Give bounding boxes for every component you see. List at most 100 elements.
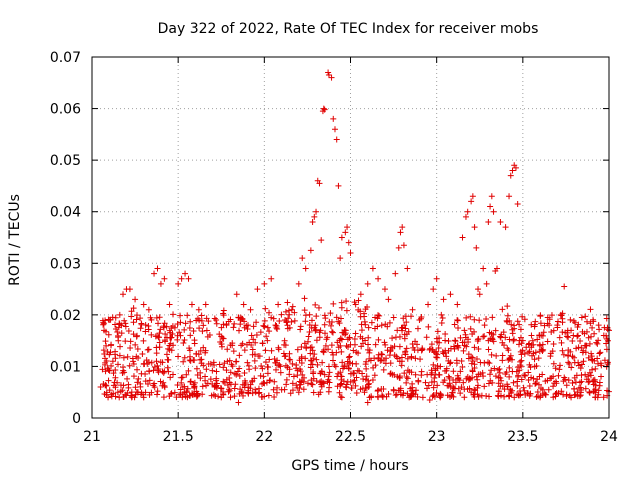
data-point [309,381,316,388]
data-point [312,322,319,329]
data-point [492,373,499,380]
data-point [241,324,248,331]
data-point [413,387,420,394]
data-point [133,333,140,340]
y-tick-label: 0.02 [50,308,81,324]
data-point [486,393,493,400]
data-point [179,394,186,401]
data-point [535,381,542,388]
data-point [254,286,261,293]
data-point [378,351,385,358]
data-point [548,312,555,319]
data-point [462,331,469,338]
data-point [587,320,594,327]
data-point [303,345,310,352]
data-point [301,295,308,302]
y-axis-tick-labels: 0 0.01 0.02 0.03 0.04 0.05 0.06 0.07 [50,50,81,427]
data-point [471,344,478,351]
data-point [567,348,574,355]
data-point [153,344,160,351]
data-point [281,353,288,360]
data-point [521,316,528,323]
data-point [347,249,354,256]
data-point [226,387,233,394]
data-point [537,393,544,400]
data-point [178,374,185,381]
data-point [236,365,243,372]
data-point [250,323,257,330]
data-point [533,363,540,370]
data-point [528,374,535,381]
data-point [553,380,560,387]
data-point [435,345,442,351]
data-point [236,352,243,359]
data-point [179,391,186,398]
data-point [382,360,389,367]
data-point [382,341,389,348]
data-point [231,370,238,377]
data-point [318,237,325,244]
data-point [160,394,167,401]
data-point [133,353,140,360]
data-point [302,265,309,272]
data-point [433,275,440,282]
data-point [286,311,293,318]
data-point [218,343,225,350]
data-point [117,388,124,395]
data-point [370,364,377,371]
data-point [431,375,438,382]
data-point [200,344,207,351]
data-point [313,356,320,363]
data-point [554,324,561,331]
data-point [434,382,441,389]
data-point [263,333,270,340]
data-point [403,379,410,386]
data-point [157,378,164,385]
data-point [555,372,562,379]
data-point [413,341,420,348]
data-point [350,370,357,377]
data-point [326,369,333,376]
data-point [329,357,336,364]
data-point [289,380,296,387]
y-axis-label: ROTI / TECUs [7,194,23,286]
data-point [203,366,210,373]
data-point [592,365,599,372]
data-point [110,370,117,377]
data-point [587,306,594,313]
data-point [193,350,200,357]
data-point [142,328,149,335]
data-point [213,368,220,375]
data-point [154,265,161,272]
data-point [535,355,542,362]
data-point [582,349,589,356]
data-point [374,323,381,330]
data-point [260,322,267,329]
data-point [347,378,354,385]
data-point [555,390,562,397]
data-point [321,371,328,378]
data-point [480,333,487,340]
data-point [381,286,388,293]
data-point [493,265,500,272]
data-point [156,339,163,346]
data-point [333,314,340,321]
data-point [273,323,280,330]
data-point [374,393,381,400]
data-point [517,358,524,365]
data-point [438,311,445,318]
data-point [440,296,447,303]
data-point [362,321,369,328]
data-point [361,389,368,396]
data-point [261,317,268,324]
data-point [137,315,144,322]
data-point [270,315,277,322]
data-point [539,386,546,393]
data-point [446,360,453,367]
data-point [153,314,160,321]
data-point [275,346,282,353]
data-point [342,330,349,337]
data-point [428,379,435,386]
data-point [334,373,341,380]
data-point [162,338,169,345]
